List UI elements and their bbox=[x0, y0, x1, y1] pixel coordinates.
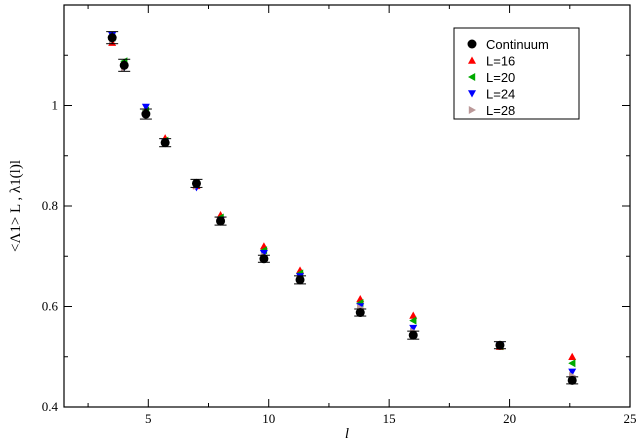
data-point bbox=[409, 316, 417, 325]
y-tick-label: 0.4 bbox=[42, 399, 59, 414]
data-point bbox=[409, 324, 418, 333]
data-point bbox=[495, 340, 505, 350]
y-tick-label: 1 bbox=[52, 98, 59, 113]
data-point bbox=[119, 60, 129, 70]
data-point bbox=[568, 368, 577, 376]
x-tick-label: 15 bbox=[383, 411, 396, 426]
legend-item: L=28 bbox=[468, 103, 515, 118]
data-point bbox=[568, 359, 576, 368]
legend-label: L=16 bbox=[486, 54, 515, 69]
series-continuum bbox=[106, 31, 579, 385]
x-tick-label: 5 bbox=[145, 411, 152, 426]
axis-ticks bbox=[64, 5, 631, 408]
data-point bbox=[191, 178, 201, 188]
y-tick-label: 0.8 bbox=[42, 198, 58, 213]
legend-marker bbox=[468, 56, 476, 64]
legend-marker bbox=[467, 39, 477, 49]
data-point bbox=[141, 103, 150, 112]
data-point bbox=[259, 254, 269, 264]
data-point bbox=[259, 250, 268, 258]
legend-item: L=24 bbox=[468, 87, 515, 102]
legend-item: L=16 bbox=[468, 54, 515, 69]
data-point bbox=[568, 352, 577, 360]
data-point bbox=[160, 138, 170, 148]
data-point bbox=[355, 308, 365, 318]
legend-item: Continuum bbox=[467, 37, 549, 52]
legend-marker bbox=[468, 106, 476, 114]
data-point bbox=[567, 375, 577, 385]
legend-marker bbox=[468, 90, 476, 98]
data-point bbox=[216, 216, 226, 226]
data-point bbox=[107, 33, 117, 43]
data-point bbox=[295, 275, 305, 285]
x-tick-label: 10 bbox=[262, 411, 275, 426]
data-point bbox=[141, 109, 151, 119]
y-axis-label: <Λ1> L , λ1(l)l bbox=[8, 160, 24, 252]
legend-label: L=20 bbox=[486, 70, 515, 85]
y-tick-label: 0.6 bbox=[42, 299, 59, 314]
x-axis-label: l bbox=[345, 426, 349, 442]
data-point bbox=[409, 311, 418, 319]
data-marks bbox=[106, 31, 579, 385]
legend-marker bbox=[468, 73, 476, 81]
x-tick-label: 20 bbox=[503, 411, 516, 426]
x-tick-label: 25 bbox=[624, 411, 637, 426]
legend-item: L=20 bbox=[468, 70, 515, 85]
legend-label: L=24 bbox=[486, 87, 515, 102]
data-point bbox=[408, 330, 418, 340]
legend: Continuum L=16L=20 L=24L=28 bbox=[453, 27, 580, 120]
legend-label: L=28 bbox=[486, 103, 515, 118]
legend-label: Continuum bbox=[486, 37, 549, 52]
axis-tick-labels: 5 10 15 20 25 0.4 0.6 0.8 1 bbox=[42, 98, 637, 427]
